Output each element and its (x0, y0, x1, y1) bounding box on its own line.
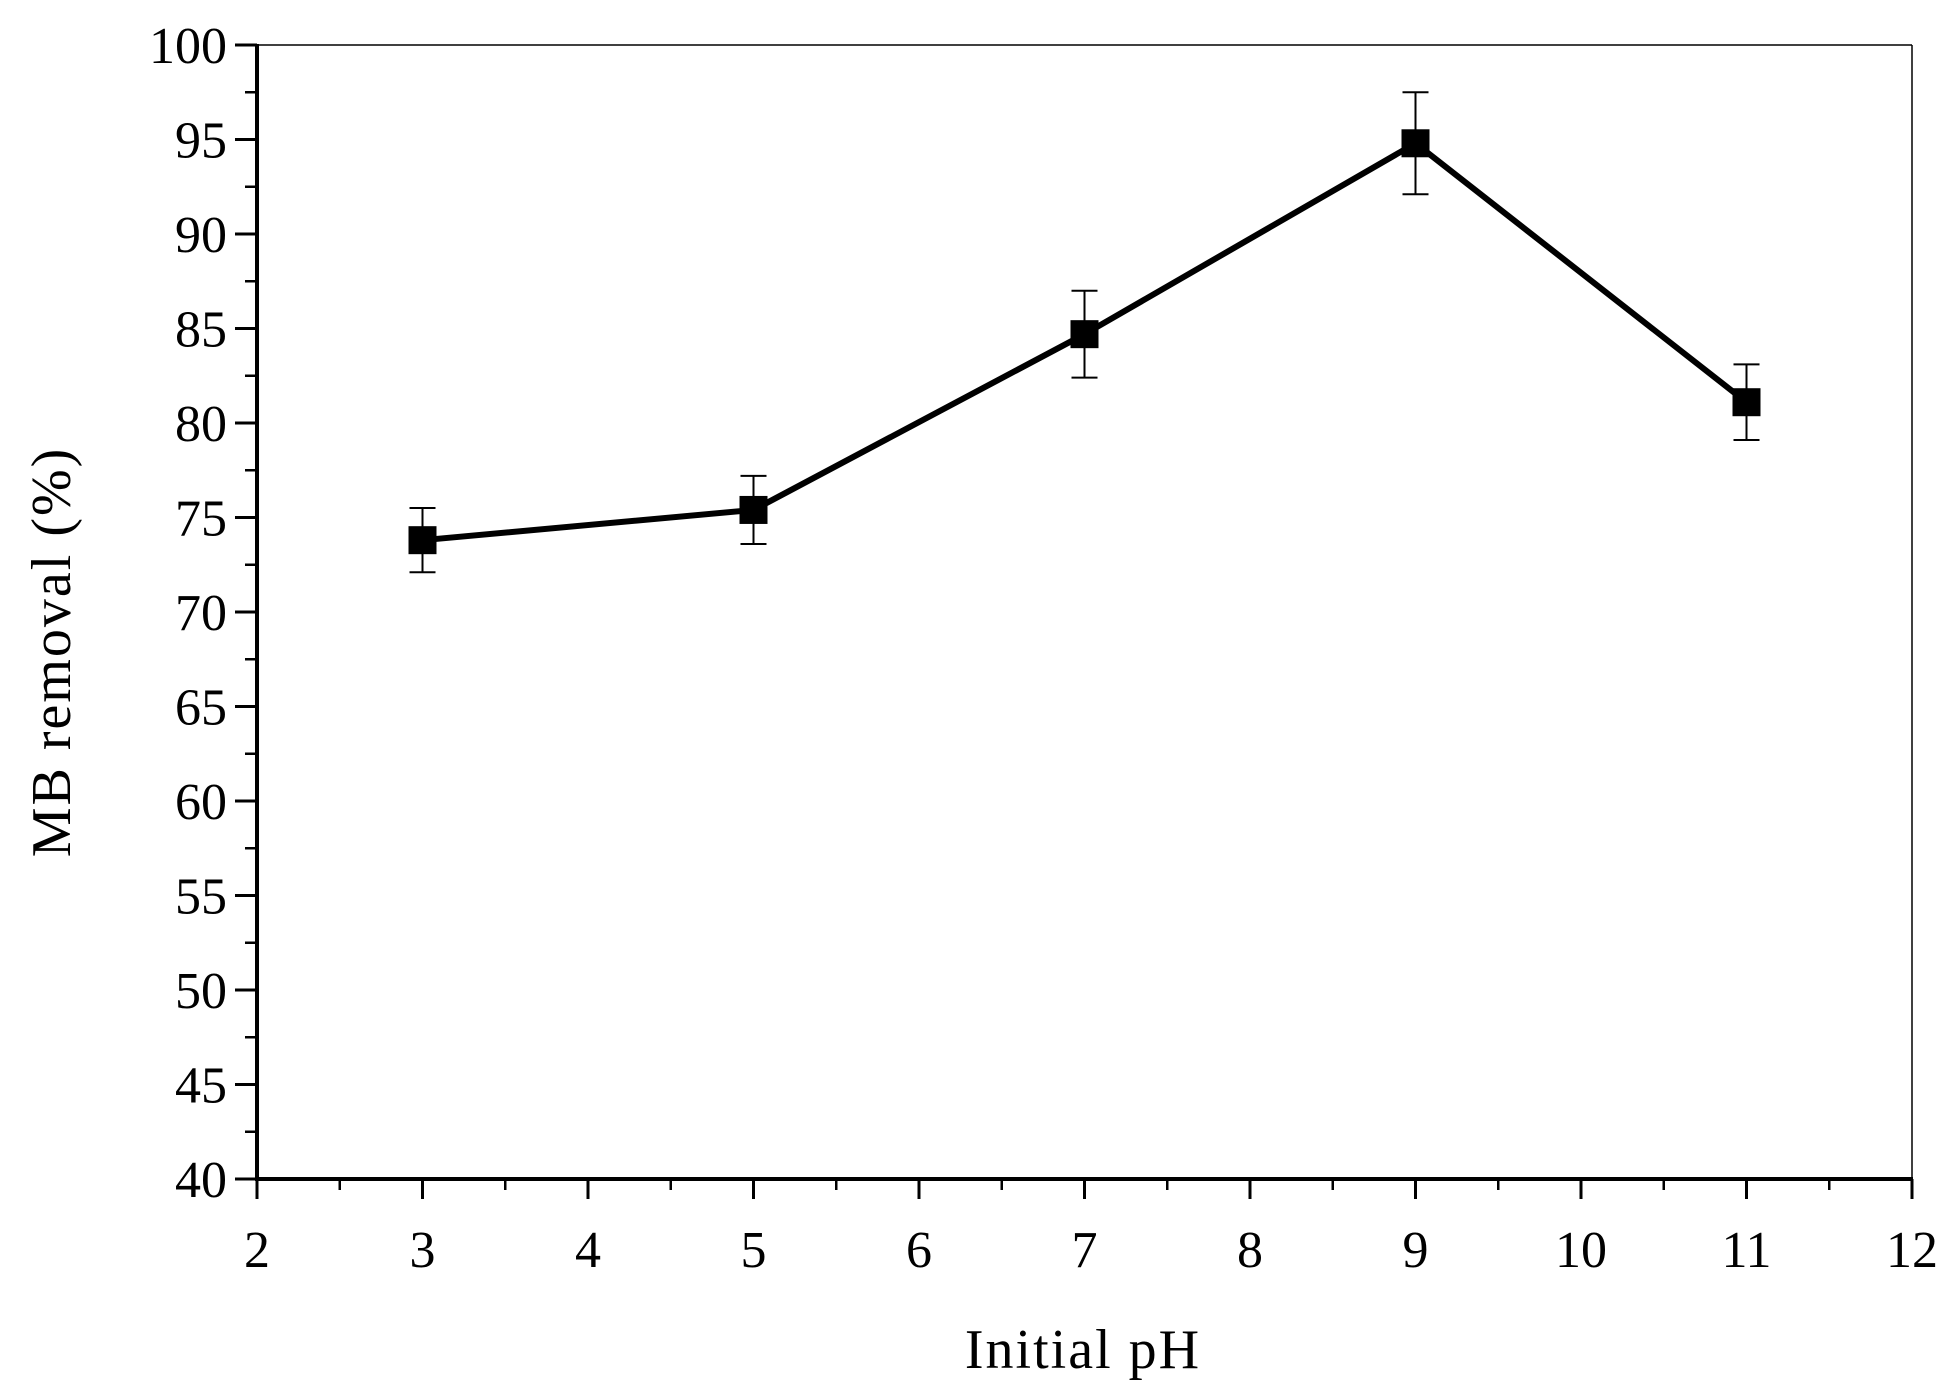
y-tick-label: 75 (175, 491, 227, 548)
y-tick-label: 70 (175, 585, 227, 642)
x-tick-label: 6 (906, 1222, 932, 1279)
data-point (408, 526, 437, 555)
data-point (1732, 388, 1761, 417)
y-tick-label: 95 (175, 113, 227, 170)
x-tick-label: 12 (1886, 1222, 1938, 1279)
y-tick-label: 90 (175, 207, 227, 264)
data-point (739, 495, 768, 524)
y-tick-label: 85 (175, 302, 227, 359)
y-tick-label: 65 (175, 680, 227, 737)
y-tick-label: 45 (175, 1058, 227, 1115)
x-tick-label: 4 (575, 1222, 601, 1279)
data-point (1070, 320, 1099, 349)
x-axis: 2 3 4 5 6 7 8 9 10 11 12 (244, 1179, 1938, 1279)
y-axis: 40 45 50 55 60 65 70 75 80 85 90 95 100 (149, 18, 257, 1209)
y-tick-label: 55 (175, 869, 227, 926)
x-tick-label: 7 (1072, 1222, 1098, 1279)
y-tick-label: 100 (149, 18, 227, 75)
x-tick-label: 8 (1237, 1222, 1263, 1279)
x-axis-title: Initial pH (965, 1319, 1201, 1381)
plot-frame (255, 44, 1913, 1181)
y-tick-label: 80 (175, 396, 227, 453)
x-tick-label: 11 (1721, 1222, 1771, 1279)
y-tick-label: 50 (175, 963, 227, 1020)
x-tick-label: 10 (1555, 1222, 1607, 1279)
y-axis-title: MB removal (%) (21, 447, 83, 858)
y-tick-label: 40 (175, 1152, 227, 1209)
x-tick-label: 5 (741, 1222, 767, 1279)
y-tick-label: 60 (175, 774, 227, 831)
x-tick-label: 3 (410, 1222, 436, 1279)
x-tick-label: 2 (244, 1222, 270, 1279)
x-tick-label: 9 (1403, 1222, 1429, 1279)
data-point (1401, 129, 1430, 158)
series-layer (408, 91, 1761, 574)
